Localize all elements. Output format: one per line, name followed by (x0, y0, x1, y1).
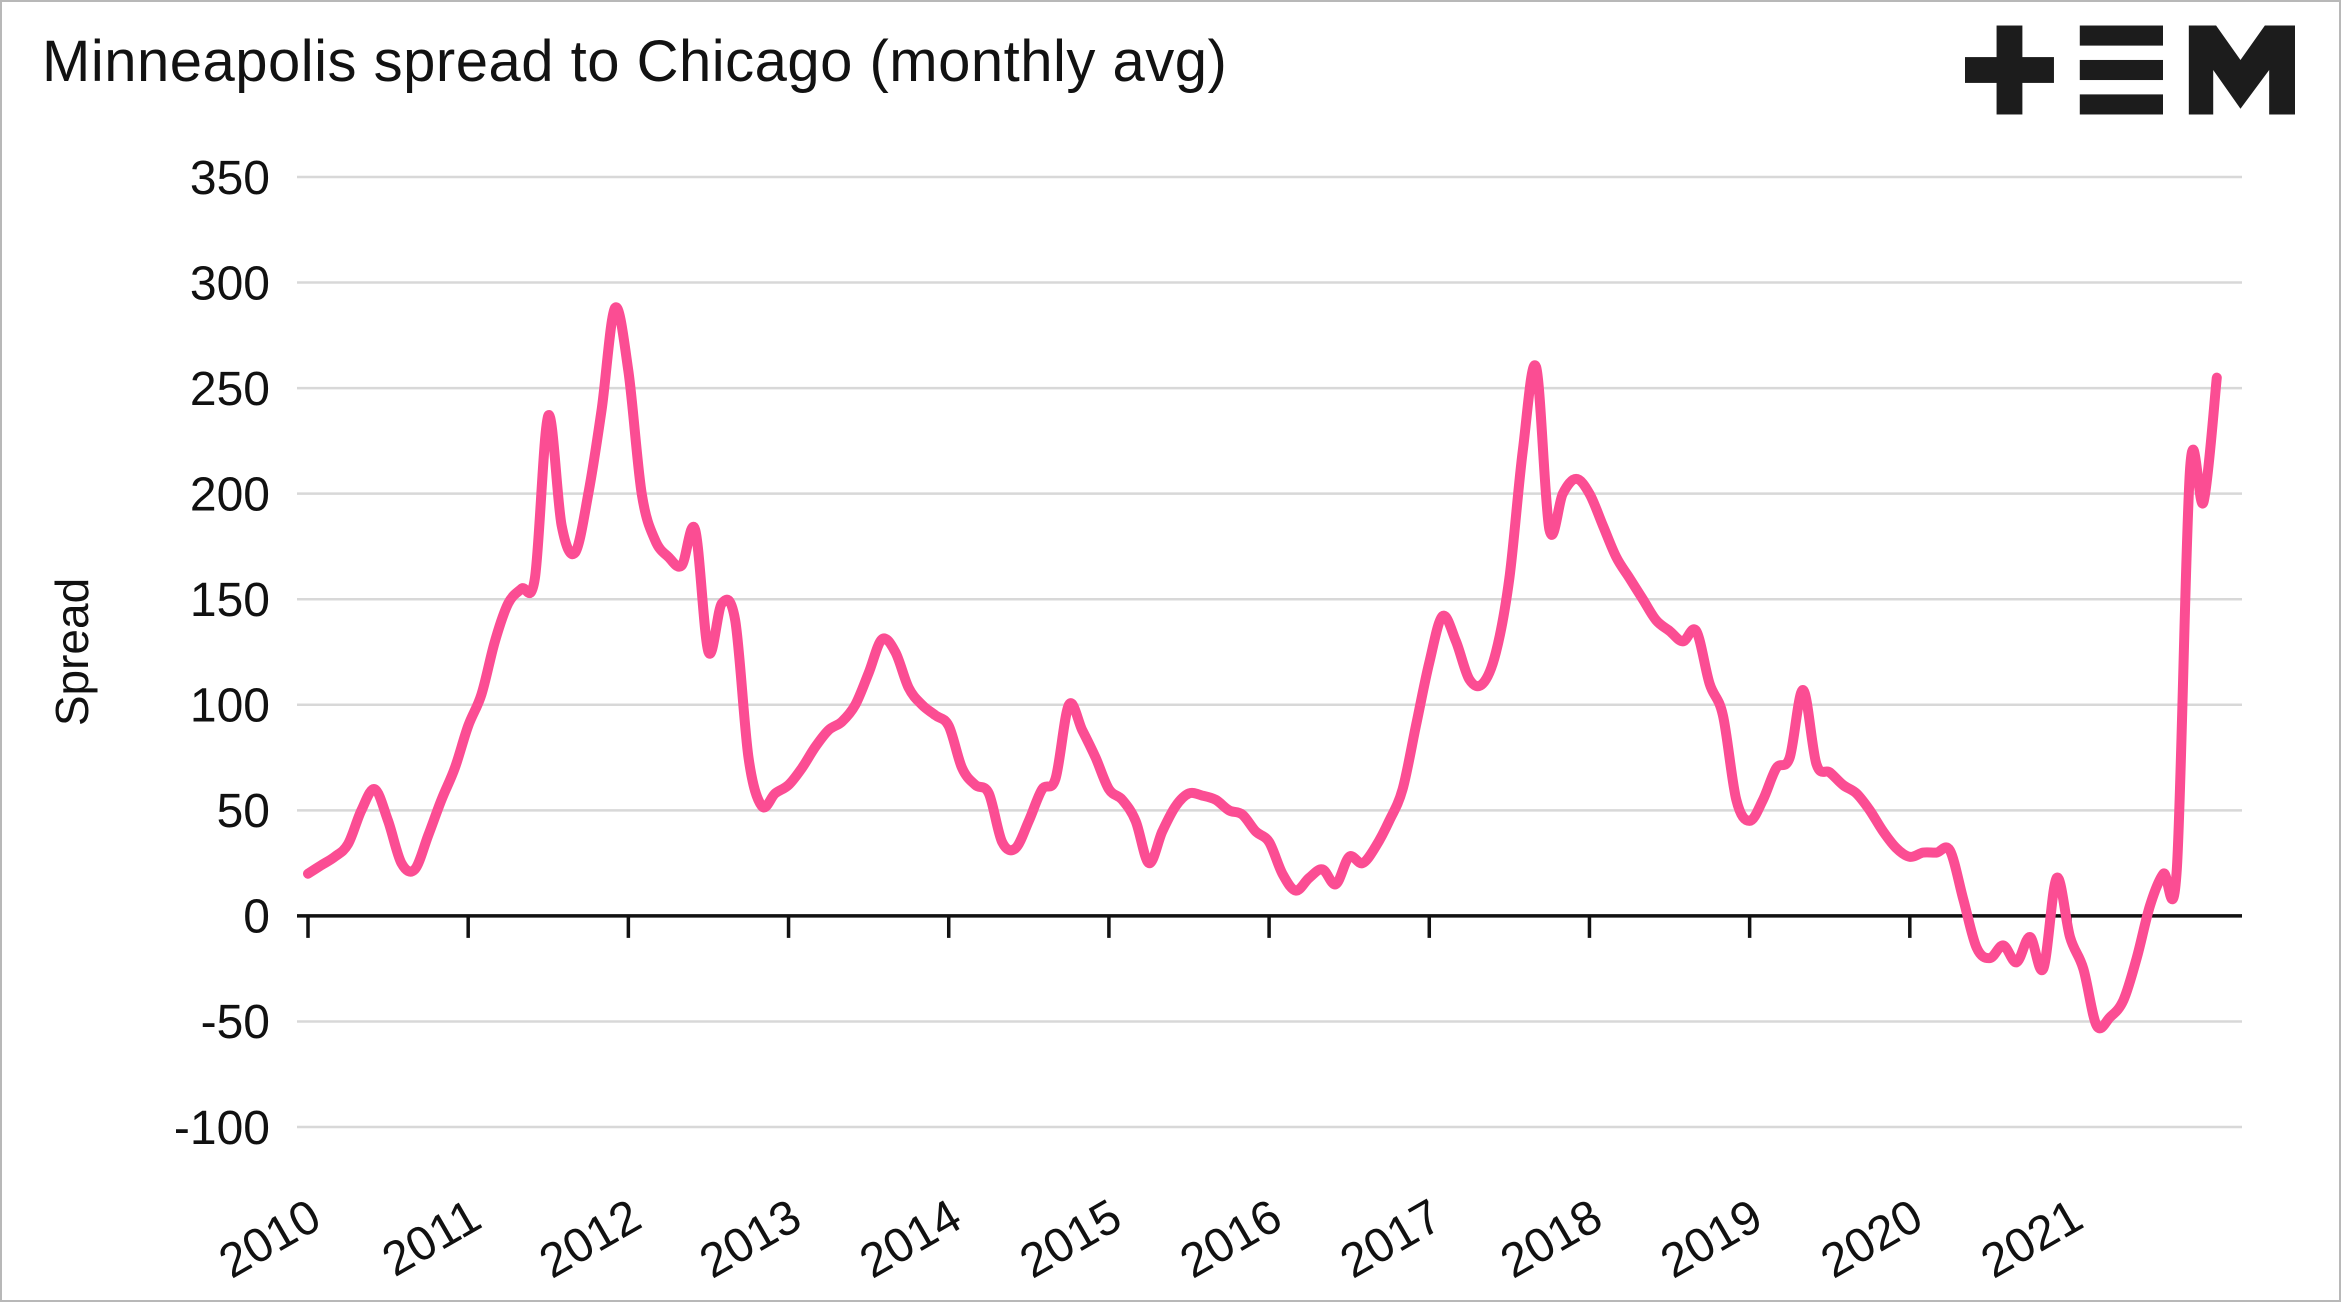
svg-text:-100: -100 (174, 1102, 270, 1155)
svg-text:100: 100 (190, 680, 270, 733)
svg-text:250: 250 (190, 363, 270, 416)
svg-text:350: 350 (190, 152, 270, 205)
gridlines (297, 175, 2242, 1129)
tem-logo-glyphs (1965, 25, 2295, 115)
svg-text:150: 150 (190, 574, 270, 627)
svg-text:0: 0 (243, 891, 270, 944)
svg-text:-50: -50 (201, 996, 270, 1049)
logo-plus-icon (1965, 57, 2054, 83)
svg-text:2020: 2020 (1812, 1190, 1931, 1289)
svg-text:2012: 2012 (531, 1190, 650, 1289)
svg-text:2016: 2016 (1172, 1190, 1291, 1289)
y-tick-labels: 350 300 250 200 150 100 50 0 -50 -100 (174, 152, 270, 1155)
svg-text:Spread: Spread (46, 578, 98, 726)
logo-m-icon (2188, 25, 2295, 115)
svg-text:2015: 2015 (1011, 1190, 1130, 1289)
logo-bars-icon (2079, 25, 2163, 46)
x-tick-labels: 2010 2011 2012 2013 2014 2015 2016 2017 2018 2019… (211, 1190, 2092, 1289)
tem-logo (1965, 25, 2295, 115)
svg-text:2018: 2018 (1492, 1190, 1611, 1289)
svg-text:200: 200 (190, 468, 270, 521)
chart-header: Minneapolis spread to Chicago (monthly a… (2, 2, 2339, 122)
svg-text:2017: 2017 (1332, 1190, 1451, 1289)
svg-text:2019: 2019 (1652, 1190, 1771, 1289)
x-tick-marks (306, 915, 2072, 938)
svg-text:2014: 2014 (851, 1190, 970, 1289)
logo-bars-icon (2079, 59, 2163, 81)
chart-title: Minneapolis spread to Chicago (monthly a… (42, 29, 1228, 94)
svg-text:2021: 2021 (1973, 1190, 2092, 1289)
series-line (303, 302, 2222, 1034)
svg-text:300: 300 (190, 257, 270, 310)
svg-text:2010: 2010 (211, 1190, 330, 1289)
svg-text:2013: 2013 (691, 1190, 810, 1289)
svg-text:2011: 2011 (374, 1190, 490, 1288)
y-axis-title: Spread (46, 578, 98, 726)
logo-bars-icon (2079, 94, 2163, 115)
svg-text:50: 50 (217, 785, 270, 838)
